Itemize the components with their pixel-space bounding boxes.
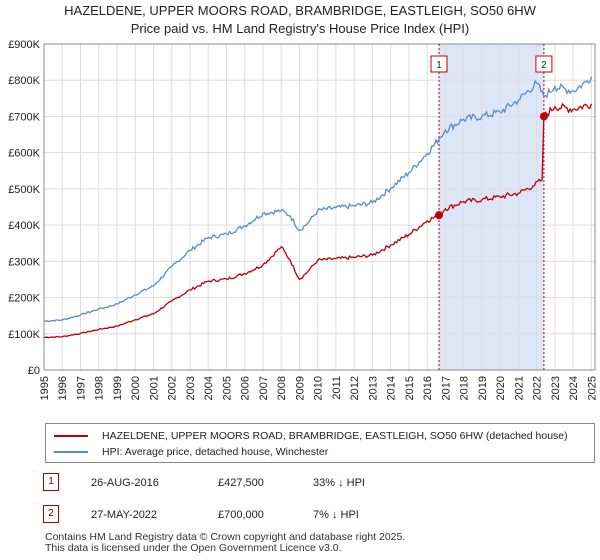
x-tick-label: 1999 [112,376,124,400]
transaction-price: £700,000 [218,509,264,521]
y-tick-label: £0 [28,365,40,377]
transaction-price: £427,500 [218,477,264,489]
plot-border [43,43,596,371]
sale-label-box [535,55,553,73]
price-chart: £0 £100K £200K £300K £400K £500K £600K £700K £80… [8,39,598,400]
y-tick-label: £200K [8,293,40,305]
x-tick-label: 2017 [440,376,452,400]
x-tick-label: 2007 [258,376,270,400]
x-tick-label: 2002 [167,376,179,400]
legend-hpi-label: HPI: Average price, detached house, Winc… [102,446,329,458]
transaction-hpi-diff: 7% ↓ HPI [313,509,359,521]
legend-hpi-line [54,451,88,453]
transaction-date: 26-AUG-2016 [91,477,159,489]
hpi-series-line [43,76,593,323]
price-series-line [43,102,593,339]
x-tick-label: 2014 [386,376,398,400]
y-tick-label: £100K [8,329,40,341]
transaction-marker-badge: 2 [43,505,59,523]
x-tick-label: 2023 [550,376,562,400]
x-tick-label: 1995 [39,376,51,400]
x-tick-label: 2025 [586,376,598,400]
x-tick-label: 2001 [148,376,160,400]
x-tick-label: 2013 [367,376,379,400]
x-tick-label: 2003 [185,376,197,400]
y-tick-label: £700K [8,111,40,123]
chart-subtitle: Price paid vs. HM Land Registry's House … [130,21,470,36]
x-tick-label: 2024 [568,376,580,400]
legend-price-label: HAZELDENE, UPPER MOORS ROAD, BRAMBRIDGE,… [102,430,568,442]
x-tick-label: 2019 [477,376,489,400]
x-tick-label: 2009 [294,376,306,400]
x-tick-label: 2012 [349,376,361,400]
sale-label-box [430,55,448,73]
legend-price-line [54,435,88,437]
chart-title: HAZELDENE, UPPER MOORS ROAD, BRAMBRIDGE,… [64,3,536,18]
y-tick-label: £500K [8,184,40,196]
x-tick-label: 2005 [221,376,233,400]
x-tick-label: 2020 [495,376,507,400]
x-tick-label: 2011 [331,376,343,400]
x-tick-label: 2008 [276,376,288,400]
x-tick-label: 2006 [240,376,252,400]
x-tick-label: 2021 [513,376,525,400]
y-tick-label: £400K [8,220,40,232]
x-tick-label: 2010 [313,376,325,400]
sale-label-text: 1 [436,60,442,71]
x-tick-label: 2015 [404,376,416,400]
x-tick-label: 1998 [94,376,106,400]
y-tick-label: £600K [8,148,40,160]
x-tick-label: 2022 [532,376,544,400]
x-tick-label: 1997 [75,376,87,400]
x-tick-label: 2000 [130,376,142,400]
legend: HAZELDENE, UPPER MOORS ROAD, BRAMBRIDGE,… [45,423,595,463]
sale-label-text: 2 [541,60,547,71]
x-tick-label: 1996 [57,376,69,400]
sale-point [435,211,444,220]
x-tick-label: 2018 [459,376,471,400]
x-tick-label: 2004 [203,376,215,400]
transaction-hpi-diff: 33% ↓ HPI [313,477,365,489]
sale-point [539,112,548,121]
y-tick-label: £300K [8,256,40,268]
transaction-date: 27-MAY-2022 [91,509,158,521]
footer-copyright: Contains HM Land Registry data © Crown c… [45,531,406,543]
x-tick-label: 2016 [422,376,434,400]
sale-period-shading [439,44,544,370]
y-tick-label: £800K [8,75,40,87]
transaction-marker-badge: 1 [43,473,59,491]
footer-licence: This data is licensed under the Open Gov… [45,542,342,554]
y-tick-label: £900K [8,39,40,51]
